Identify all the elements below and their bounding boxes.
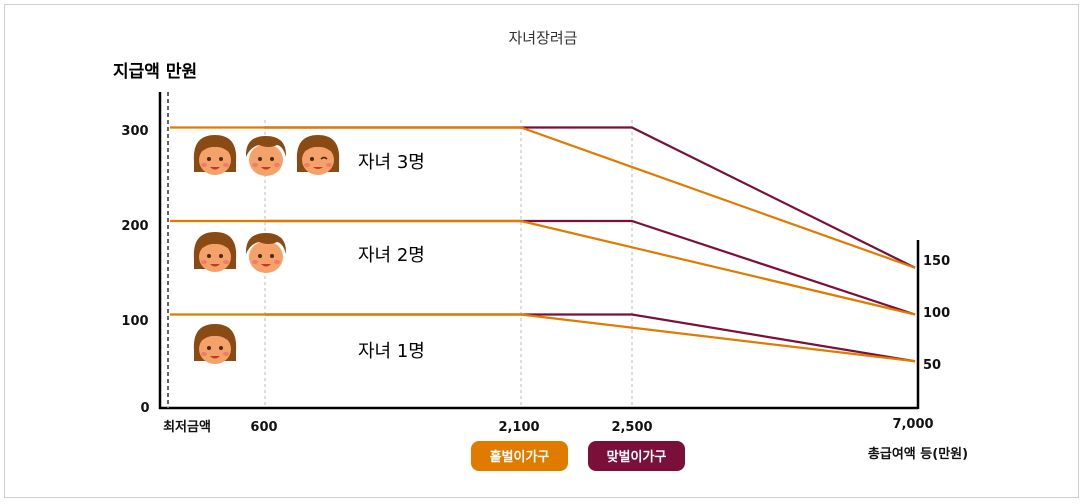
chart-frame — [4, 4, 1079, 498]
y-tick-100: 100 — [121, 314, 148, 329]
single-income-line-2-child — [170, 219, 916, 316]
legend: 홑벌이가구 맞벌이가구 — [471, 441, 685, 471]
girl-face-icon — [193, 324, 237, 364]
annotation-two-children: 자녀 2명 — [358, 245, 425, 266]
single-income-line-3-child — [170, 126, 916, 269]
y-tick-200: 200 — [121, 219, 148, 234]
x-tick-7000: 7,000 — [892, 417, 933, 432]
right-tick-100: 100 — [923, 306, 950, 321]
x-tick-2500: 2,500 — [611, 420, 652, 435]
legend-label-dual-income: 맞벌이가구 — [607, 449, 667, 465]
legend-item-dual-income — [588, 441, 685, 471]
girl-face-icon — [193, 232, 237, 272]
dual-income-line-2-child — [265, 219, 916, 316]
x-tick-600: 600 — [250, 420, 277, 435]
annotation-three-children: 자녀 3명 — [358, 152, 425, 173]
single-income-line-1-child — [170, 313, 916, 363]
legend-label-single-income: 홑벌이가구 — [490, 449, 550, 465]
right-tick-50: 50 — [923, 358, 941, 373]
boy-face-icon — [245, 233, 287, 273]
series-layer — [170, 126, 916, 363]
x-axis-label: 총급여액 등(만원) — [868, 446, 968, 462]
x-tick-min-amount: 최저금액 — [163, 420, 211, 435]
legend-item-single-income — [471, 441, 568, 471]
y-tick-0: 0 — [140, 401, 149, 416]
y-tick-300: 300 — [121, 124, 148, 139]
winking-girl-face-icon — [296, 134, 340, 176]
girl-face-icon — [193, 135, 237, 175]
y-axis-label: 지급액 만원 — [113, 62, 197, 82]
annotation-one-child: 자녀 1명 — [358, 341, 425, 362]
x-tick-2100: 2,100 — [498, 420, 539, 435]
boy-face-icon — [245, 136, 287, 176]
right-tick-150: 150 — [923, 254, 950, 269]
chart-title: 자녀장려금 — [508, 29, 577, 47]
